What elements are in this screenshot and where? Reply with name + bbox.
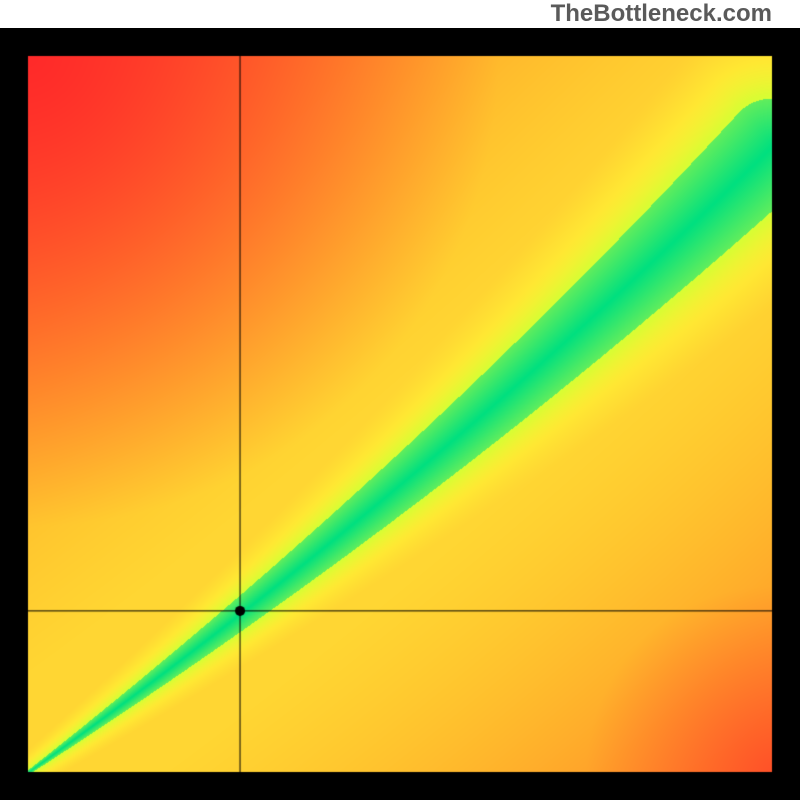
watermark-text: TheBottleneck.com [0,0,800,28]
bottleneck-heatmap [0,28,800,800]
heatmap-canvas [0,28,800,800]
